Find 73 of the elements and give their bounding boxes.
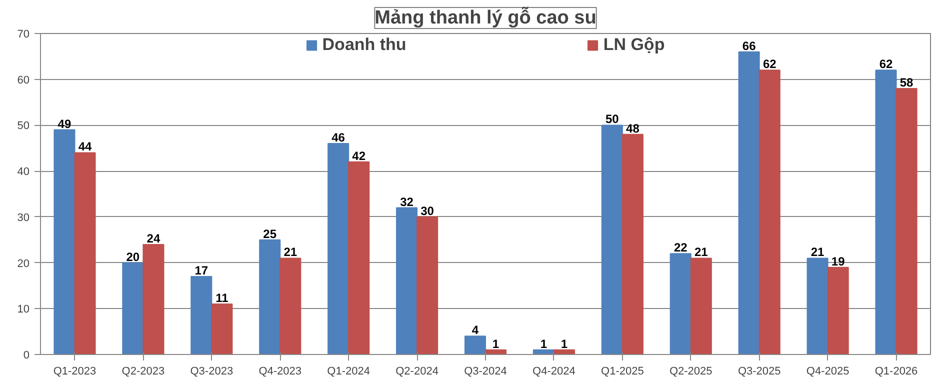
- data-label: 1: [560, 336, 568, 351]
- bar: [806, 258, 828, 354]
- y-tick-label: 70: [17, 28, 30, 40]
- x-tick-label: Q4-2024: [532, 366, 576, 378]
- bar: [875, 70, 897, 354]
- data-label: 21: [810, 245, 825, 260]
- x-tick-label: Q3-2025: [738, 366, 781, 378]
- data-label: 50: [605, 112, 620, 126]
- bar: [122, 262, 144, 354]
- bar: [328, 143, 350, 354]
- data-label: 20: [126, 250, 140, 264]
- bar: [259, 239, 281, 354]
- legend-label: Doanh thu: [322, 35, 406, 55]
- y-tick-label: 20: [17, 258, 30, 270]
- data-label: 1: [540, 336, 548, 351]
- data-label: 30: [420, 204, 434, 218]
- data-label: 25: [263, 226, 277, 241]
- bar: [601, 124, 623, 354]
- bar: [690, 258, 712, 354]
- x-tick-label: Q2-2025: [669, 366, 712, 378]
- data-label: 49: [58, 116, 72, 131]
- y-tick-label: 60: [17, 74, 30, 86]
- y-tick-label: 0: [23, 350, 30, 362]
- data-label: 46: [332, 130, 346, 145]
- x-tick-label: Q1-2023: [53, 366, 96, 378]
- data-label: 62: [879, 57, 893, 72]
- x-tick-label: Q1-2025: [601, 366, 644, 378]
- bar: [738, 51, 760, 354]
- y-tick-label: 10: [17, 304, 30, 316]
- y-tick-label: 30: [17, 212, 30, 224]
- data-label: 21: [284, 245, 298, 260]
- data-label: 42: [352, 148, 366, 163]
- data-label: 1: [492, 336, 500, 351]
- data-label: 24: [146, 231, 160, 246]
- x-tick-label: Q4-2025: [806, 366, 850, 378]
- bar: [416, 216, 438, 354]
- bar: [622, 134, 644, 354]
- data-label: 19: [831, 254, 846, 268]
- bar: [54, 129, 76, 354]
- y-tick-label: 40: [17, 166, 30, 178]
- data-label: 66: [742, 38, 756, 53]
- bar: [758, 70, 780, 354]
- bar: [280, 258, 302, 354]
- bar: [142, 244, 164, 354]
- data-label: 22: [674, 240, 688, 255]
- x-tick-label: Q1-2024: [327, 366, 370, 378]
- y-tick-label: 50: [17, 120, 30, 132]
- x-tick-label: Q3-2024: [464, 366, 507, 378]
- bar: [211, 304, 233, 354]
- data-label: 11: [216, 291, 229, 306]
- data-label: 4: [472, 323, 479, 338]
- bar: [670, 253, 692, 354]
- bar: [74, 152, 96, 354]
- x-tick-label: Q1-2026: [874, 366, 918, 378]
- x-tick-label: Q4-2023: [258, 366, 302, 378]
- x-tick-label: Q2-2023: [122, 366, 165, 378]
- data-label: 21: [694, 245, 708, 260]
- bar: [396, 207, 418, 354]
- data-label: 62: [762, 57, 777, 72]
- chart-title: Mảng thanh lý gỗ cao su: [374, 6, 596, 28]
- bar: [464, 336, 486, 354]
- bar: [190, 276, 212, 354]
- bar: [827, 266, 849, 354]
- x-tick-label: Q3-2023: [190, 366, 234, 378]
- bar: [896, 88, 918, 354]
- bar: [348, 161, 370, 354]
- data-label: 48: [626, 121, 640, 136]
- data-label: 58: [900, 76, 914, 90]
- data-label: 44: [78, 140, 92, 154]
- x-tick-label: Q2-2024: [396, 366, 438, 378]
- legend-label: LN Gộp: [603, 35, 665, 55]
- data-label: 32: [400, 194, 414, 209]
- data-label: 17: [194, 264, 208, 278]
